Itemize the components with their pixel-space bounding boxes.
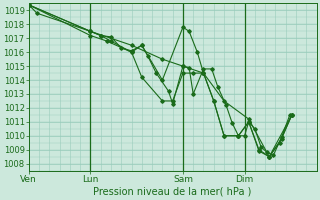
X-axis label: Pression niveau de la mer( hPa ): Pression niveau de la mer( hPa )	[93, 187, 252, 197]
